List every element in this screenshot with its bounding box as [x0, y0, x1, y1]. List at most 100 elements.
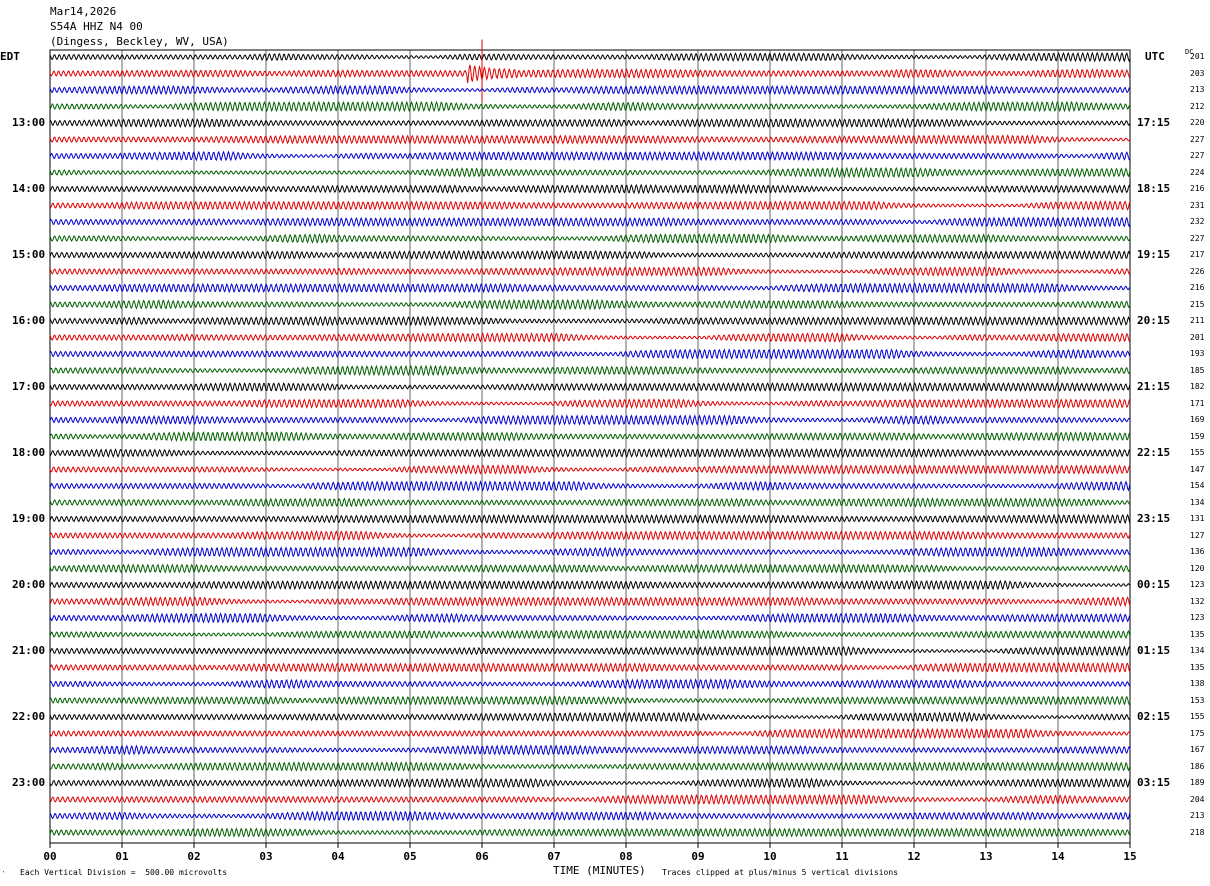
right-time-label: 21:15 — [1137, 380, 1171, 393]
left-time-label: 22:00 — [12, 710, 46, 723]
dc-offset-value: 218 — [1190, 827, 1205, 837]
trace-line — [49, 166, 1131, 179]
dc-offset-value: 201 — [1190, 52, 1205, 61]
trace-line — [50, 117, 1131, 129]
right-time-label: 03:15 — [1137, 776, 1171, 789]
dc-offset-value: 155 — [1190, 712, 1205, 721]
dc-offset-value: 220 — [1190, 118, 1205, 127]
right-time-label: 20:15 — [1137, 314, 1171, 327]
x-tick-label: 10 — [763, 850, 776, 863]
trace-line — [49, 595, 1131, 608]
x-tick-label: 05 — [403, 850, 416, 863]
dc-offset-value: 216 — [1190, 283, 1205, 292]
x-tick-label: 11 — [835, 850, 849, 863]
dc-offset-value: 120 — [1190, 563, 1205, 573]
dc-offset-value: 226 — [1190, 266, 1205, 276]
trace-line — [49, 612, 1131, 624]
x-tick-label: 08 — [619, 850, 632, 863]
x-axis-title: TIME (MINUTES) — [553, 864, 646, 877]
dc-label: DC — [1185, 48, 1194, 56]
dc-offset-value: 127 — [1190, 530, 1205, 540]
trace-line — [49, 629, 1131, 640]
dc-offset-value: 135 — [1190, 629, 1205, 639]
trace-line — [49, 761, 1131, 772]
left-time-label: 19:00 — [12, 512, 46, 525]
trace-line — [49, 497, 1131, 508]
left-time-label: 13:00 — [12, 116, 46, 129]
dc-offset-value: 171 — [1190, 398, 1205, 408]
right-time-label: 23:15 — [1137, 512, 1171, 525]
x-tick-label: 09 — [691, 850, 704, 863]
x-tick-label: 12 — [907, 850, 920, 863]
trace-line — [49, 480, 1131, 492]
location-label: (Dingess, Beckley, WV, USA) — [50, 35, 229, 48]
trace-line — [49, 51, 1131, 63]
dc-offset-value: 227 — [1190, 151, 1205, 160]
trace-line — [49, 678, 1131, 690]
right-time-label: 22:15 — [1137, 446, 1171, 459]
dc-offset-value: 213 — [1190, 85, 1205, 94]
dc-offset-value: 201 — [1190, 332, 1205, 342]
x-tick-label: 15 — [1123, 850, 1136, 863]
right-time-label: 02:15 — [1137, 710, 1171, 723]
trace-line — [50, 282, 1131, 294]
trace-line — [49, 298, 1131, 311]
dc-offset-value: 154 — [1190, 481, 1205, 490]
dc-offset-value: 167 — [1190, 745, 1205, 754]
dc-offset-value: 204 — [1190, 794, 1205, 804]
x-tick-label: 02 — [187, 850, 200, 863]
corner-mark: ‵ — [1, 870, 6, 879]
right-time-label: 01:15 — [1137, 644, 1171, 657]
dc-offset-value: 186 — [1190, 761, 1205, 771]
trace-line — [49, 266, 1131, 277]
trace-line — [49, 827, 1131, 838]
trace-line — [49, 216, 1131, 228]
left-time-label: 21:00 — [12, 644, 46, 657]
x-axis: 00 01 02 03 04 05 06 07 08 09 10 11 12 13 14 15 — [43, 843, 1137, 863]
dc-offset-value: 232 — [1190, 217, 1205, 226]
dc-offset-value: 227 — [1190, 134, 1205, 144]
right-timezone-label: UTC — [1145, 50, 1165, 63]
dc-offset-value: 147 — [1190, 464, 1205, 474]
trace-line — [49, 513, 1131, 525]
dc-offset-value: 153 — [1190, 695, 1205, 705]
dc-offset-value: 215 — [1190, 299, 1205, 309]
dc-offset-value: 134 — [1190, 646, 1205, 655]
dc-offset-value: 159 — [1190, 431, 1205, 441]
trace-line — [49, 100, 1131, 113]
trace-line — [49, 744, 1131, 756]
dc-offset-value: 136 — [1190, 547, 1205, 556]
x-tick-label: 03 — [259, 850, 272, 863]
right-time-label: 00:15 — [1137, 578, 1171, 591]
trace-line — [49, 315, 1131, 327]
left-time-label: 17:00 — [12, 380, 46, 393]
trace-line — [49, 398, 1131, 409]
dc-offset-value: 182 — [1190, 382, 1205, 391]
dc-offset-value: 211 — [1190, 316, 1205, 325]
trace-line — [49, 563, 1131, 574]
seismic-traces — [49, 39, 1131, 838]
trace-line — [49, 134, 1131, 145]
dc-offset-value: 216 — [1190, 184, 1205, 193]
x-tick-label: 04 — [331, 850, 345, 863]
trace-line — [49, 661, 1131, 674]
dc-offset-value: 132 — [1190, 596, 1205, 606]
dc-offset-value: 231 — [1190, 200, 1205, 210]
dc-offset-value: 134 — [1190, 497, 1205, 507]
left-time-label: 18:00 — [12, 446, 46, 459]
station-label: S54A HHZ N4 00 — [50, 20, 143, 33]
scale-note: Each Vertical Division = 500.00 microvol… — [20, 868, 228, 877]
dc-offset-value: 212 — [1190, 101, 1205, 111]
right-time-label: 17:15 — [1137, 116, 1171, 129]
trace-line — [49, 364, 1131, 377]
dc-offset-value: 135 — [1190, 662, 1205, 672]
dc-offset-value: 217 — [1190, 250, 1205, 259]
trace-line — [49, 579, 1131, 591]
trace-line — [49, 430, 1131, 443]
dc-offset-value: 175 — [1190, 728, 1205, 738]
left-timezone-label: EDT — [0, 50, 20, 63]
trace-line — [49, 727, 1131, 740]
trace-line — [49, 64, 1131, 84]
x-tick-label: 13 — [979, 850, 992, 863]
dc-offset-value: 131 — [1190, 514, 1205, 523]
